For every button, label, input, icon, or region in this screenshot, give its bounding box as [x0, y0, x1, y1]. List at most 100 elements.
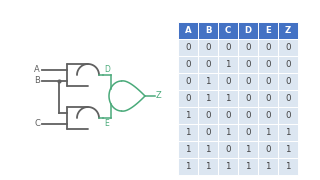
Text: 0: 0	[205, 128, 211, 137]
Text: 0: 0	[185, 60, 191, 69]
Text: 0: 0	[245, 43, 251, 52]
Bar	[238, 107, 258, 124]
Text: 0: 0	[265, 94, 271, 103]
Bar	[238, 22, 258, 39]
Bar	[198, 158, 218, 175]
Text: 0: 0	[205, 43, 211, 52]
Bar	[218, 73, 238, 90]
Text: 1: 1	[265, 128, 271, 137]
Text: 0: 0	[205, 111, 211, 120]
Bar	[178, 107, 198, 124]
Bar	[238, 124, 258, 141]
Text: 0: 0	[225, 43, 231, 52]
Text: 0: 0	[265, 145, 271, 154]
Bar	[218, 56, 238, 73]
Text: B: B	[34, 76, 40, 85]
Text: 1: 1	[225, 60, 231, 69]
Text: 0: 0	[205, 60, 211, 69]
Text: 0: 0	[245, 60, 251, 69]
Text: A: A	[185, 26, 191, 35]
Text: 0: 0	[225, 77, 231, 86]
Bar	[198, 56, 218, 73]
Bar	[178, 39, 198, 56]
Bar	[258, 141, 278, 158]
Text: 1: 1	[285, 162, 291, 171]
Bar	[218, 107, 238, 124]
Bar	[218, 39, 238, 56]
Bar	[238, 158, 258, 175]
Bar	[278, 107, 298, 124]
Text: 0: 0	[245, 111, 251, 120]
Bar	[278, 22, 298, 39]
Text: 0: 0	[265, 43, 271, 52]
Bar	[238, 56, 258, 73]
Bar	[178, 141, 198, 158]
Text: 1: 1	[205, 162, 211, 171]
Text: 1: 1	[185, 128, 191, 137]
Bar	[218, 22, 238, 39]
Bar	[198, 107, 218, 124]
Bar	[218, 141, 238, 158]
Text: 1: 1	[285, 145, 291, 154]
Bar	[198, 73, 218, 90]
Text: 0: 0	[245, 94, 251, 103]
Text: 1: 1	[185, 162, 191, 171]
Bar	[178, 90, 198, 107]
Text: E: E	[265, 26, 271, 35]
Bar	[198, 22, 218, 39]
Bar	[178, 22, 198, 39]
Text: 0: 0	[225, 145, 231, 154]
Text: E: E	[104, 119, 109, 128]
Text: 1: 1	[185, 111, 191, 120]
Bar	[278, 73, 298, 90]
Text: C: C	[34, 119, 40, 128]
Text: 1: 1	[265, 162, 271, 171]
Bar	[178, 73, 198, 90]
Text: Z: Z	[156, 91, 162, 100]
Text: 0: 0	[285, 77, 291, 86]
Text: 0: 0	[285, 111, 291, 120]
Text: D: D	[244, 26, 252, 35]
Bar	[218, 90, 238, 107]
Text: 0: 0	[265, 60, 271, 69]
Bar	[198, 141, 218, 158]
Text: 0: 0	[265, 77, 271, 86]
Text: Z: Z	[285, 26, 291, 35]
Text: 0: 0	[185, 43, 191, 52]
Text: 1: 1	[245, 162, 251, 171]
Text: 0: 0	[185, 94, 191, 103]
Bar	[278, 158, 298, 175]
Bar	[218, 124, 238, 141]
Text: 1: 1	[285, 128, 291, 137]
Text: 1: 1	[205, 145, 211, 154]
Bar	[198, 39, 218, 56]
Text: 1: 1	[205, 94, 211, 103]
Bar	[278, 141, 298, 158]
Text: 1: 1	[225, 94, 231, 103]
Bar	[278, 56, 298, 73]
Text: 0: 0	[185, 77, 191, 86]
Text: 0: 0	[285, 60, 291, 69]
Text: D: D	[104, 65, 110, 74]
Bar	[258, 90, 278, 107]
Bar	[178, 158, 198, 175]
Bar	[178, 124, 198, 141]
Bar	[258, 107, 278, 124]
Bar	[278, 124, 298, 141]
Text: 1: 1	[225, 128, 231, 137]
Bar	[238, 90, 258, 107]
Text: 0: 0	[285, 43, 291, 52]
Text: 0: 0	[245, 128, 251, 137]
Bar	[258, 56, 278, 73]
Text: C: C	[225, 26, 231, 35]
Bar	[238, 73, 258, 90]
Bar	[198, 124, 218, 141]
Bar	[178, 56, 198, 73]
Text: 0: 0	[285, 94, 291, 103]
Bar	[218, 158, 238, 175]
Text: 1: 1	[245, 145, 251, 154]
Text: 0: 0	[245, 77, 251, 86]
Bar	[198, 90, 218, 107]
Bar	[278, 39, 298, 56]
Text: 1: 1	[185, 145, 191, 154]
